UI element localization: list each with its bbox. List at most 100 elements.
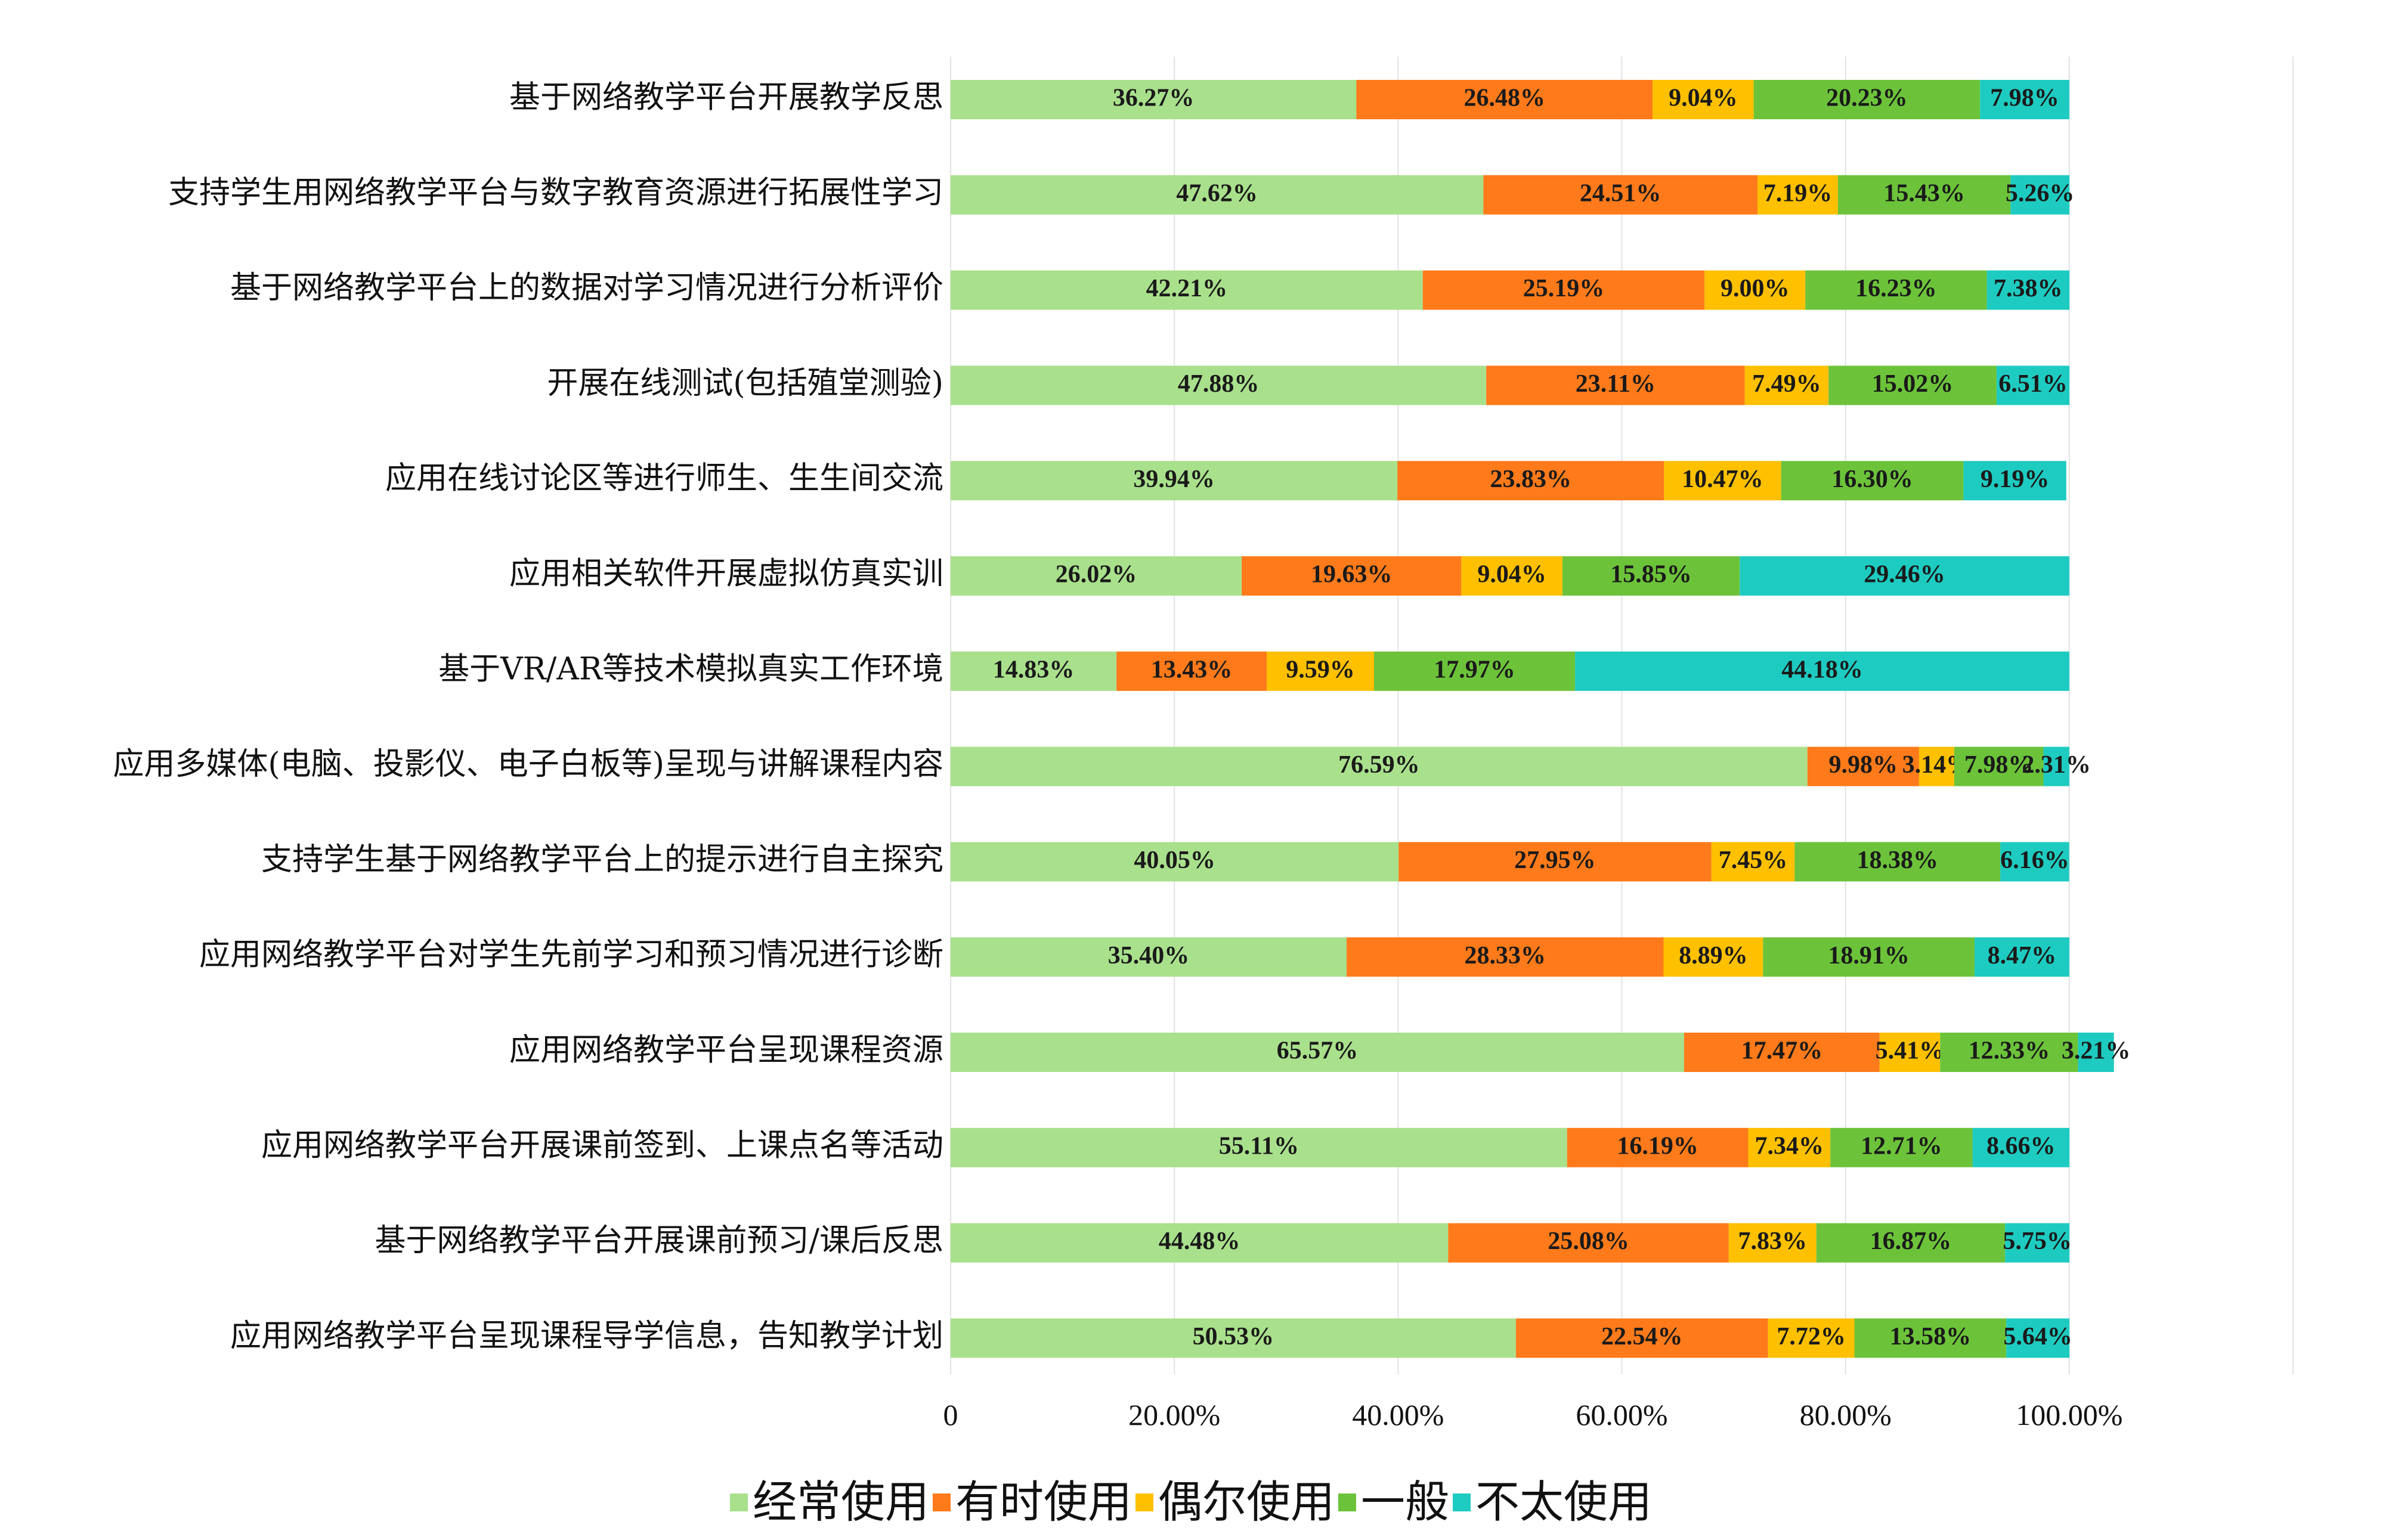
data-label: 7.19% [1763, 179, 1833, 207]
x-tick-label: 20.00% [1128, 1398, 1220, 1431]
bar-segment [1711, 842, 1795, 882]
bar-segment [1954, 746, 2044, 786]
data-label: 8.89% [1679, 942, 1748, 969]
legend: 经常使用 有时使用 偶尔使用 一般 不太使用 [730, 1477, 1652, 1528]
bar-segment [2043, 746, 2069, 786]
x-tick-label: 100.00% [2016, 1398, 2122, 1431]
bar-segment [1374, 651, 1576, 691]
data-label: 47.62% [1176, 179, 1258, 207]
bar-segment [951, 365, 1487, 405]
data-label: 76.59% [1338, 751, 1420, 779]
bar-segment [1744, 365, 1829, 405]
bar-segment [1397, 461, 1664, 501]
x-tick-label: 80.00% [1800, 1398, 1892, 1431]
bar-segment [1575, 651, 2069, 691]
data-label: 19.63% [1311, 561, 1393, 588]
bar-segment [2010, 175, 2070, 215]
bar-segment [1753, 80, 1981, 119]
x-tick-label: 0 [943, 1398, 958, 1431]
bar-segment [1879, 1033, 1941, 1072]
data-label: 24.51% [1580, 179, 1661, 207]
legend-label: 一般 [1361, 1477, 1449, 1528]
legend-swatch [730, 1493, 748, 1511]
bar-segment [1980, 80, 2069, 119]
data-label: 7.38% [1994, 275, 2063, 302]
data-label: 15.43% [1883, 179, 1965, 207]
data-label: 10.47% [1682, 466, 1763, 493]
bar-segment [951, 461, 1398, 501]
bar-segment [1704, 270, 1806, 310]
bar-segment [1828, 365, 1997, 405]
data-label: 25.19% [1523, 275, 1605, 302]
data-label: 55.11% [1219, 1132, 1299, 1160]
bar-segment [1567, 1127, 1749, 1167]
category-label: 基于网络教学平台开展课前预习/课后反思 [375, 1223, 943, 1259]
bar-segment [1854, 1318, 2007, 1358]
x-axis-tick-labels: 0 20.00% 40.00% 60.00% 80.00% 100.00% [943, 1398, 2123, 1431]
bar-segment [951, 1033, 1684, 1072]
bar-segment [951, 556, 1242, 596]
legend-swatch [1135, 1493, 1153, 1511]
category-label: 应用网络教学平台开展课前签到、上课点名等活动 [261, 1127, 943, 1163]
data-label: 5.26% [2006, 179, 2075, 207]
bar-segment [1664, 461, 1781, 501]
x-tick-label: 40.00% [1352, 1398, 1444, 1431]
bar-segment [1663, 937, 1763, 977]
data-label: 23.11% [1576, 370, 1656, 398]
bar-segment [1242, 556, 1462, 596]
data-label: 44.48% [1159, 1228, 1240, 1255]
bar-segment [1740, 556, 2069, 596]
bar-segment [1794, 842, 2001, 882]
bar-segment [1805, 270, 1987, 310]
bar-segment [1684, 1033, 1880, 1072]
data-label: 25.08% [1548, 1228, 1629, 1255]
gridlines [950, 57, 2294, 1374]
data-label: 36.27% [1113, 85, 1195, 112]
legend-label: 偶尔使用 [1158, 1477, 1335, 1528]
data-label: 44.18% [1781, 656, 1863, 683]
data-label: 5.41% [1876, 1037, 1945, 1065]
data-label: 9.04% [1669, 85, 1738, 112]
bar-segment [951, 175, 1484, 215]
legend-label: 有时使用 [955, 1477, 1132, 1528]
bar-segment [1448, 1223, 1729, 1263]
bar-segment [2078, 1033, 2114, 1072]
bar-segment [951, 1223, 1449, 1263]
data-label: 17.97% [1434, 656, 1515, 683]
bar-segment [951, 270, 1423, 310]
legend-swatch [1453, 1493, 1471, 1511]
bar-segment [1422, 270, 1705, 310]
data-label: 7.98% [1990, 85, 2059, 112]
bar-segment [951, 80, 1357, 119]
data-label: 39.94% [1133, 466, 1215, 493]
bar-segment [1398, 842, 1712, 882]
data-label: 9.19% [1981, 466, 2050, 493]
bar-segment [1996, 365, 2070, 405]
bar-segment [1972, 1127, 2070, 1167]
data-label: 7.83% [1738, 1228, 1808, 1255]
data-label: 7.45% [1719, 847, 1788, 874]
data-label: 18.91% [1828, 942, 1910, 969]
data-label: 22.54% [1601, 1323, 1683, 1350]
legend-swatch [1338, 1493, 1356, 1511]
category-label: 基于网络教学平台开展教学反思 [509, 80, 943, 116]
bar-segment [1919, 746, 1954, 786]
x-tick-label: 60.00% [1576, 1398, 1667, 1431]
bar-segment [1763, 937, 1975, 977]
data-label: 28.33% [1465, 942, 1546, 969]
category-label: 应用网络教学平台对学生先前学习和预习情况进行诊断 [199, 937, 943, 973]
data-label: 3.21% [2062, 1037, 2131, 1065]
data-label: 13.58% [1890, 1323, 1972, 1350]
bar-segment [1748, 1127, 1831, 1167]
data-label: 16.23% [1855, 275, 1937, 302]
bar-segment [1728, 1223, 1817, 1263]
data-label: 7.34% [1755, 1132, 1824, 1160]
bar-segment [1347, 937, 1664, 977]
category-label: 应用网络教学平台呈现课程资源 [509, 1033, 943, 1068]
category-label: 应用在线讨论区等进行师生、生生间交流 [385, 461, 943, 497]
data-label: 9.04% [1477, 561, 1546, 588]
data-label: 9.00% [1721, 275, 1790, 302]
bar-segment [1807, 746, 1919, 786]
bar-segment [1830, 1127, 1973, 1167]
bar-segment [1816, 1223, 2006, 1263]
